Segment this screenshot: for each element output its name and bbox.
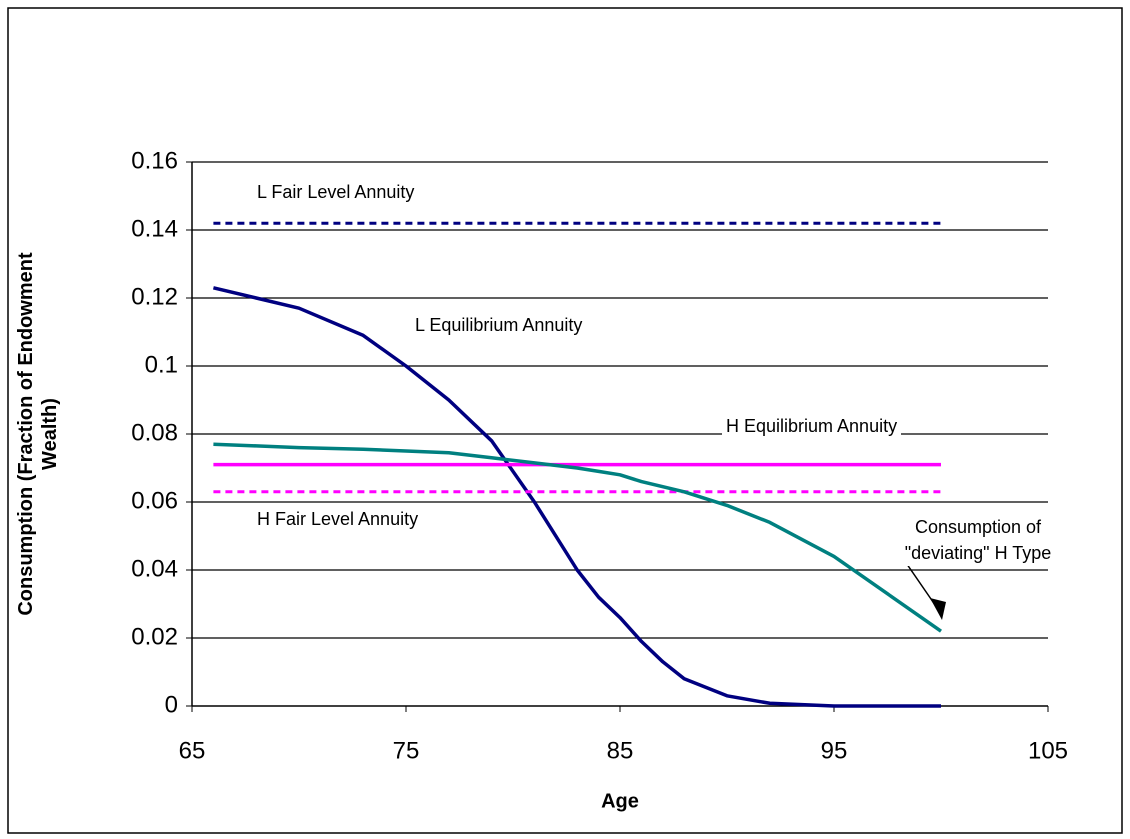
x-tick-label: 105 bbox=[1028, 737, 1068, 764]
x-tick-label: 65 bbox=[179, 737, 206, 764]
x-tick-label: 95 bbox=[821, 737, 848, 764]
x-tick-label: 85 bbox=[607, 737, 634, 764]
series-annotation: H Fair Level Annuity bbox=[257, 509, 419, 529]
y-tick-label: 0 bbox=[165, 691, 178, 718]
y-tick-label: 0.04 bbox=[131, 555, 178, 582]
series-annotation: L Equilibrium Annuity bbox=[415, 315, 583, 335]
y-tick-label: 0.16 bbox=[131, 147, 178, 174]
y-tick-label: 0.12 bbox=[131, 283, 178, 310]
y-axis-label: Consumption (Fraction of Endowment Wealt… bbox=[15, 252, 61, 616]
y-tick-label: 0.02 bbox=[131, 623, 178, 650]
chart-border bbox=[7, 7, 1123, 834]
y-tick-label: 0.06 bbox=[131, 487, 178, 514]
series-annotation: L Fair Level Annuity bbox=[257, 182, 415, 202]
series-line bbox=[213, 442, 943, 633]
y-tick-label: 0.14 bbox=[131, 215, 178, 242]
annotation-arrow-head bbox=[930, 598, 946, 620]
y-axis-label-holder: Consumption (Fraction of Endowment Wealt… bbox=[0, 0, 61, 839]
series-annotation: H Equilibrium Annuity bbox=[722, 416, 902, 437]
series-line bbox=[212, 286, 941, 708]
series-annotation: Consumption of "deviating" H Type bbox=[868, 514, 1088, 566]
x-tick-label: 75 bbox=[393, 737, 420, 764]
y-tick-label: 0.1 bbox=[145, 351, 178, 378]
x-axis-label: Age bbox=[601, 790, 639, 812]
y-tick-label: 0.08 bbox=[131, 419, 178, 446]
